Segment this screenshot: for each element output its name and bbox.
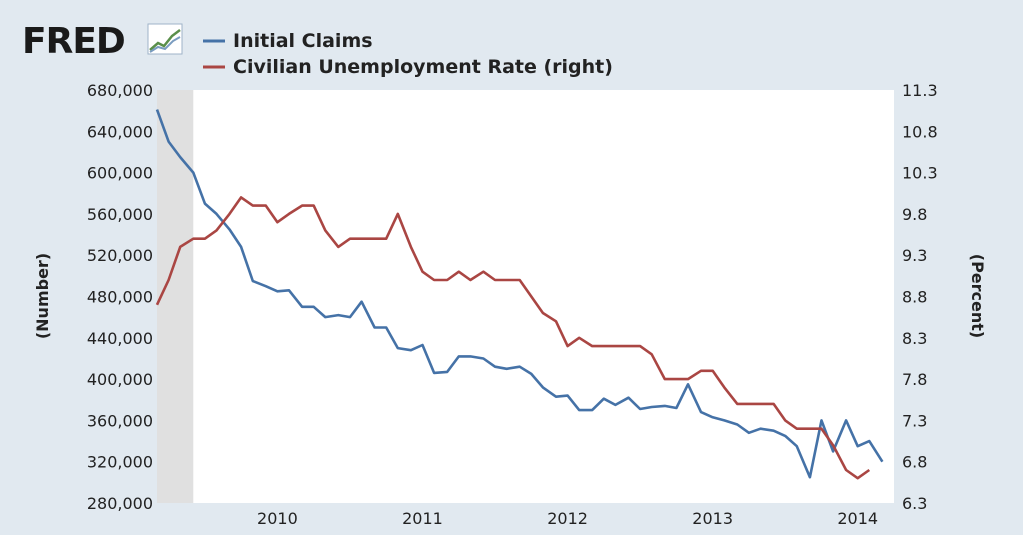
- x-tick-label: 2014: [837, 509, 878, 528]
- legend-label-unemployment: Civilian Unemployment Rate (right): [233, 56, 613, 78]
- x-axis-ticks: 2010 2011 2012 2013 2014: [257, 509, 878, 528]
- right-tick-label: 10.8: [902, 122, 938, 141]
- right-tick-label: 7.8: [902, 370, 927, 389]
- left-tick-label: 280,000: [87, 494, 153, 513]
- legend-label-claims: Initial Claims: [233, 30, 373, 52]
- left-tick-label: 320,000: [87, 453, 153, 472]
- right-tick-label: 6.8: [902, 453, 927, 472]
- right-tick-label: 10.3: [902, 164, 938, 183]
- fred-logo: FRED: [22, 21, 183, 62]
- right-tick-label: 6.3: [902, 494, 927, 513]
- series-group: [155, 109, 884, 480]
- legend: Initial Claims Civilian Unemployment Rat…: [203, 30, 613, 78]
- right-axis-ticks: 6.3 6.8 7.3 7.8 8.3 8.8 9.3 9.8 10.3 10.8 11.3: [902, 81, 938, 513]
- right-tick-label: 9.8: [902, 205, 927, 224]
- left-tick-label: 560,000: [87, 205, 153, 224]
- x-tick-label: 2011: [402, 509, 443, 528]
- left-tick-label: 520,000: [87, 246, 153, 265]
- logo-text: FRED: [22, 21, 125, 62]
- right-tick-label: 7.3: [902, 411, 927, 430]
- right-tick-label: 11.3: [902, 81, 938, 100]
- right-tick-label: 9.3: [902, 246, 927, 265]
- left-tick-label: 360,000: [87, 411, 153, 430]
- left-tick-label: 400,000: [87, 370, 153, 389]
- plot-background: [157, 90, 894, 503]
- left-tick-label: 680,000: [87, 81, 153, 100]
- right-axis-title: (Percent): [968, 254, 987, 338]
- x-tick-label: 2013: [692, 509, 733, 528]
- left-tick-label: 640,000: [87, 122, 153, 141]
- recession-shade: [157, 90, 194, 503]
- left-axis-title: (Number): [33, 253, 52, 339]
- x-tick-label: 2012: [547, 509, 588, 528]
- left-tick-label: 440,000: [87, 329, 153, 348]
- series-line-initial-claims: [155, 109, 884, 479]
- left-tick-label: 480,000: [87, 288, 153, 307]
- left-axis-ticks: 280,000 320,000 360,000 400,000 440,000 480,0…: [87, 81, 153, 513]
- series-line-unemployment-rate: [155, 196, 871, 480]
- left-tick-label: 600,000: [87, 164, 153, 183]
- logo-chart-icon: [147, 23, 183, 55]
- right-tick-label: 8.3: [902, 329, 927, 348]
- x-tick-label: 2010: [257, 509, 298, 528]
- right-tick-label: 8.8: [902, 288, 927, 307]
